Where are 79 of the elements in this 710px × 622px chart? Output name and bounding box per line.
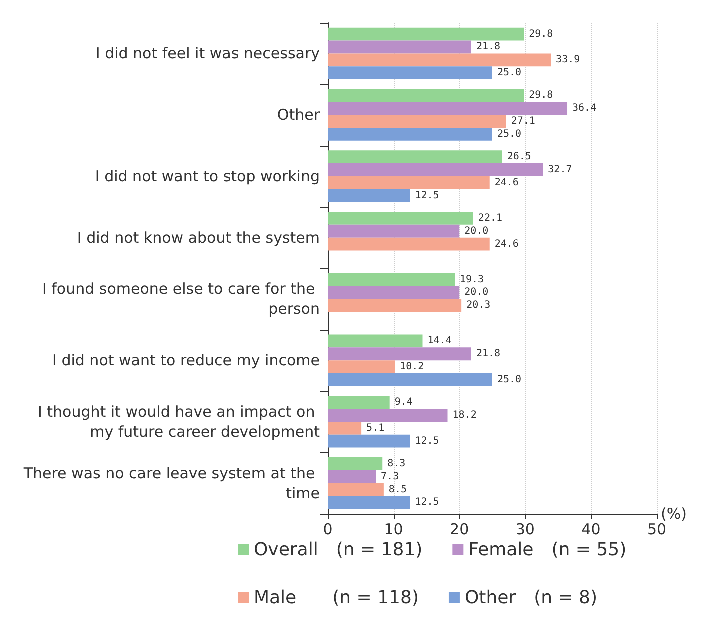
data-label: 27.1 [511, 116, 536, 128]
data-label: 8.5 [388, 484, 407, 496]
bar [328, 66, 492, 80]
legend-label: Female (n = 55) [468, 540, 627, 560]
data-label: 26.5 [507, 152, 532, 163]
bar [328, 164, 544, 176]
x-tick-label: 0 [323, 520, 333, 538]
data-label: 22.1 [478, 212, 503, 224]
bar [328, 496, 410, 510]
bar [328, 115, 506, 128]
y-tick-label: Other [277, 106, 321, 124]
data-label: 21.8 [476, 348, 501, 360]
x-tick-label: 30 [516, 520, 535, 538]
bar [328, 373, 492, 386]
bar [328, 409, 448, 422]
legend-label: Male (n = 118) [254, 588, 419, 608]
data-label: 29.8 [529, 28, 554, 40]
bar [328, 470, 376, 484]
data-label: 5.1 [366, 422, 385, 434]
bar [328, 40, 472, 54]
data-label: 29.8 [529, 90, 554, 102]
bar [328, 348, 472, 361]
bar [328, 483, 384, 496]
data-label: 33.9 [556, 54, 580, 66]
data-label: 24.6 [494, 238, 519, 250]
legend-label: Other (n = 8) [464, 588, 598, 608]
bar [328, 458, 383, 470]
x-axis-title: (%) [661, 505, 687, 523]
bar [328, 176, 490, 190]
bar [328, 102, 568, 116]
data-label: 24.6 [494, 177, 519, 188]
data-label: 25.0 [498, 68, 522, 79]
data-label: 18.2 [452, 410, 477, 421]
data-label: 10.2 [400, 362, 424, 373]
data-label: 8.3 [388, 458, 406, 470]
bar [328, 396, 390, 410]
bar [328, 422, 362, 435]
bar [328, 54, 552, 67]
data-label: 20.3 [466, 300, 491, 312]
y-tick-label: I did not know about the system [77, 228, 320, 247]
bar [328, 212, 474, 225]
data-label: 12.5 [415, 497, 440, 508]
data-label: 14.4 [428, 336, 452, 347]
data-label: 20.0 [464, 226, 489, 237]
data-label: 32.7 [548, 164, 572, 176]
x-tick-label: 10 [384, 520, 404, 538]
x-tick-label: 40 [582, 520, 601, 538]
y-tick-label: I thought it would have an impact on my future career development [38, 402, 320, 441]
y-tick-label: I did not want to reduce my income [52, 352, 320, 370]
y-tick-label: I found someone else to care for the person [42, 280, 320, 318]
bar [328, 150, 502, 164]
data-label: 36.4 [572, 103, 597, 114]
bar [328, 238, 490, 251]
data-label: 25.0 [498, 374, 522, 386]
bar [328, 189, 410, 202]
data-label: 25.0 [498, 128, 522, 140]
bar [328, 434, 410, 448]
data-label: 21.8 [476, 42, 501, 53]
x-tick-label: 50 [647, 520, 667, 538]
bar [328, 28, 524, 41]
bar [328, 128, 492, 141]
legend-label: Overall (n = 181) [254, 540, 423, 560]
x-tick-label: 20 [450, 520, 470, 538]
data-label: 7.3 [381, 471, 400, 482]
bar [328, 273, 455, 286]
y-tick-label: I did not want to stop working [95, 167, 320, 186]
bar [328, 286, 460, 300]
bar [328, 360, 396, 374]
y-tick-label: There was no care leave system at the time [22, 464, 320, 502]
y-tick-label: I did not feel it was necessary [96, 44, 320, 63]
data-label: 19.3 [460, 274, 484, 286]
bar [328, 299, 462, 312]
bar [328, 334, 423, 348]
bar [328, 224, 460, 238]
data-label: 12.5 [415, 436, 440, 447]
data-label: 9.4 [394, 397, 413, 408]
data-label: 12.5 [415, 190, 440, 202]
bar [328, 89, 524, 102]
data-label: 20.0 [464, 287, 489, 298]
